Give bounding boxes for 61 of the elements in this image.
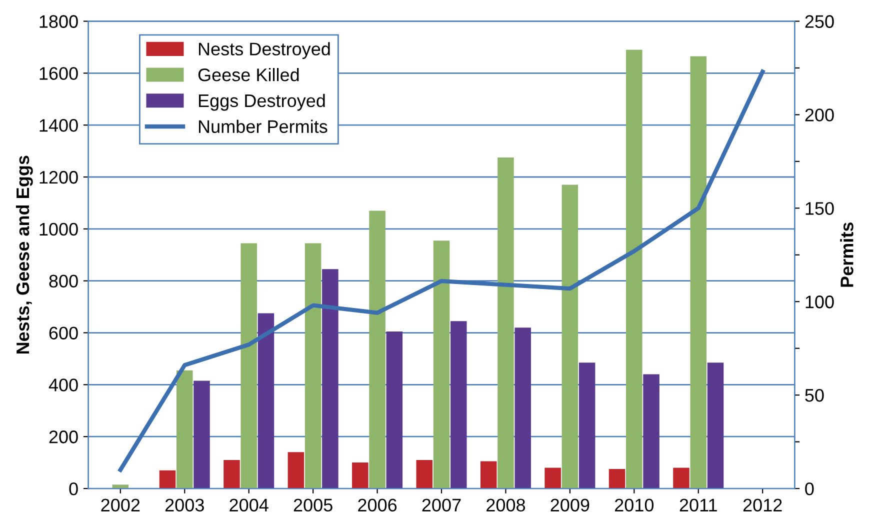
bar: [240, 243, 257, 489]
x-tick-label: 2009: [550, 498, 590, 512]
x-tick-label: 2002: [101, 498, 140, 512]
y-tick-label: 1200: [40, 170, 78, 184]
y2-tick-label: 0: [805, 482, 814, 496]
bar: [608, 469, 626, 489]
y2-tick-label: 250: [805, 15, 834, 28]
y-tick-label: 1000: [40, 222, 78, 236]
bar: [498, 158, 514, 489]
bar: [643, 374, 660, 489]
bar: [690, 56, 707, 489]
x-tick-label: 2003: [165, 498, 204, 512]
y-tick-label: 800: [49, 274, 78, 288]
bar: [578, 362, 596, 489]
y-axis-title: Nests, Geese and Eggs: [16, 156, 33, 354]
x-tick-label: 2005: [294, 498, 332, 512]
y-tick-label: 600: [49, 326, 78, 340]
x-tick-label: 2011: [680, 498, 717, 512]
y2-tick-label: 50: [805, 389, 824, 402]
y-tick-label: 1800: [40, 15, 78, 28]
legend-label: Geese Killed: [198, 68, 299, 82]
bar: [673, 468, 690, 489]
bar: [386, 331, 403, 489]
bar: [159, 470, 176, 489]
bar: [322, 269, 338, 489]
x-tick-label: 2006: [358, 498, 397, 512]
legend-label: Number Permits: [198, 120, 328, 133]
bar: [304, 243, 322, 489]
x-tick-label: 2004: [230, 498, 268, 512]
x-tick-label: 2008: [486, 498, 526, 512]
bar: [352, 462, 368, 489]
y2-tick-label: 200: [805, 108, 834, 122]
x-tick-label: 2012: [743, 498, 782, 512]
y-tick-label: 0: [69, 482, 78, 496]
bar: [450, 321, 467, 489]
bar: [224, 460, 240, 489]
bar: [194, 380, 210, 489]
y-tick-label: 1600: [40, 67, 78, 80]
y-tick-label: 200: [49, 430, 78, 444]
bar: [288, 452, 304, 489]
y-tick-label: 400: [48, 378, 78, 392]
legend-label: Nests Destroyed: [198, 42, 330, 59]
bar: [258, 313, 274, 489]
legend-label: Eggs Destroyed: [198, 94, 325, 111]
y-tick-label: 1400: [40, 119, 78, 132]
bar: [369, 210, 386, 489]
bar: [416, 460, 433, 489]
bar: [562, 184, 578, 489]
bar: [433, 240, 450, 489]
x-tick-label: 2010: [614, 498, 654, 512]
bar: [480, 461, 497, 489]
line-series: [118, 70, 765, 472]
bar: [626, 50, 642, 489]
y2-tick-label: 150: [806, 202, 834, 215]
bar: [176, 370, 193, 489]
y2-tick-label: 100: [806, 296, 834, 308]
x-tick-label: 2007: [422, 498, 461, 512]
y2-axis-title: Permits: [840, 222, 854, 287]
bar: [514, 328, 531, 489]
bar: [707, 362, 724, 489]
bar: [544, 468, 561, 489]
